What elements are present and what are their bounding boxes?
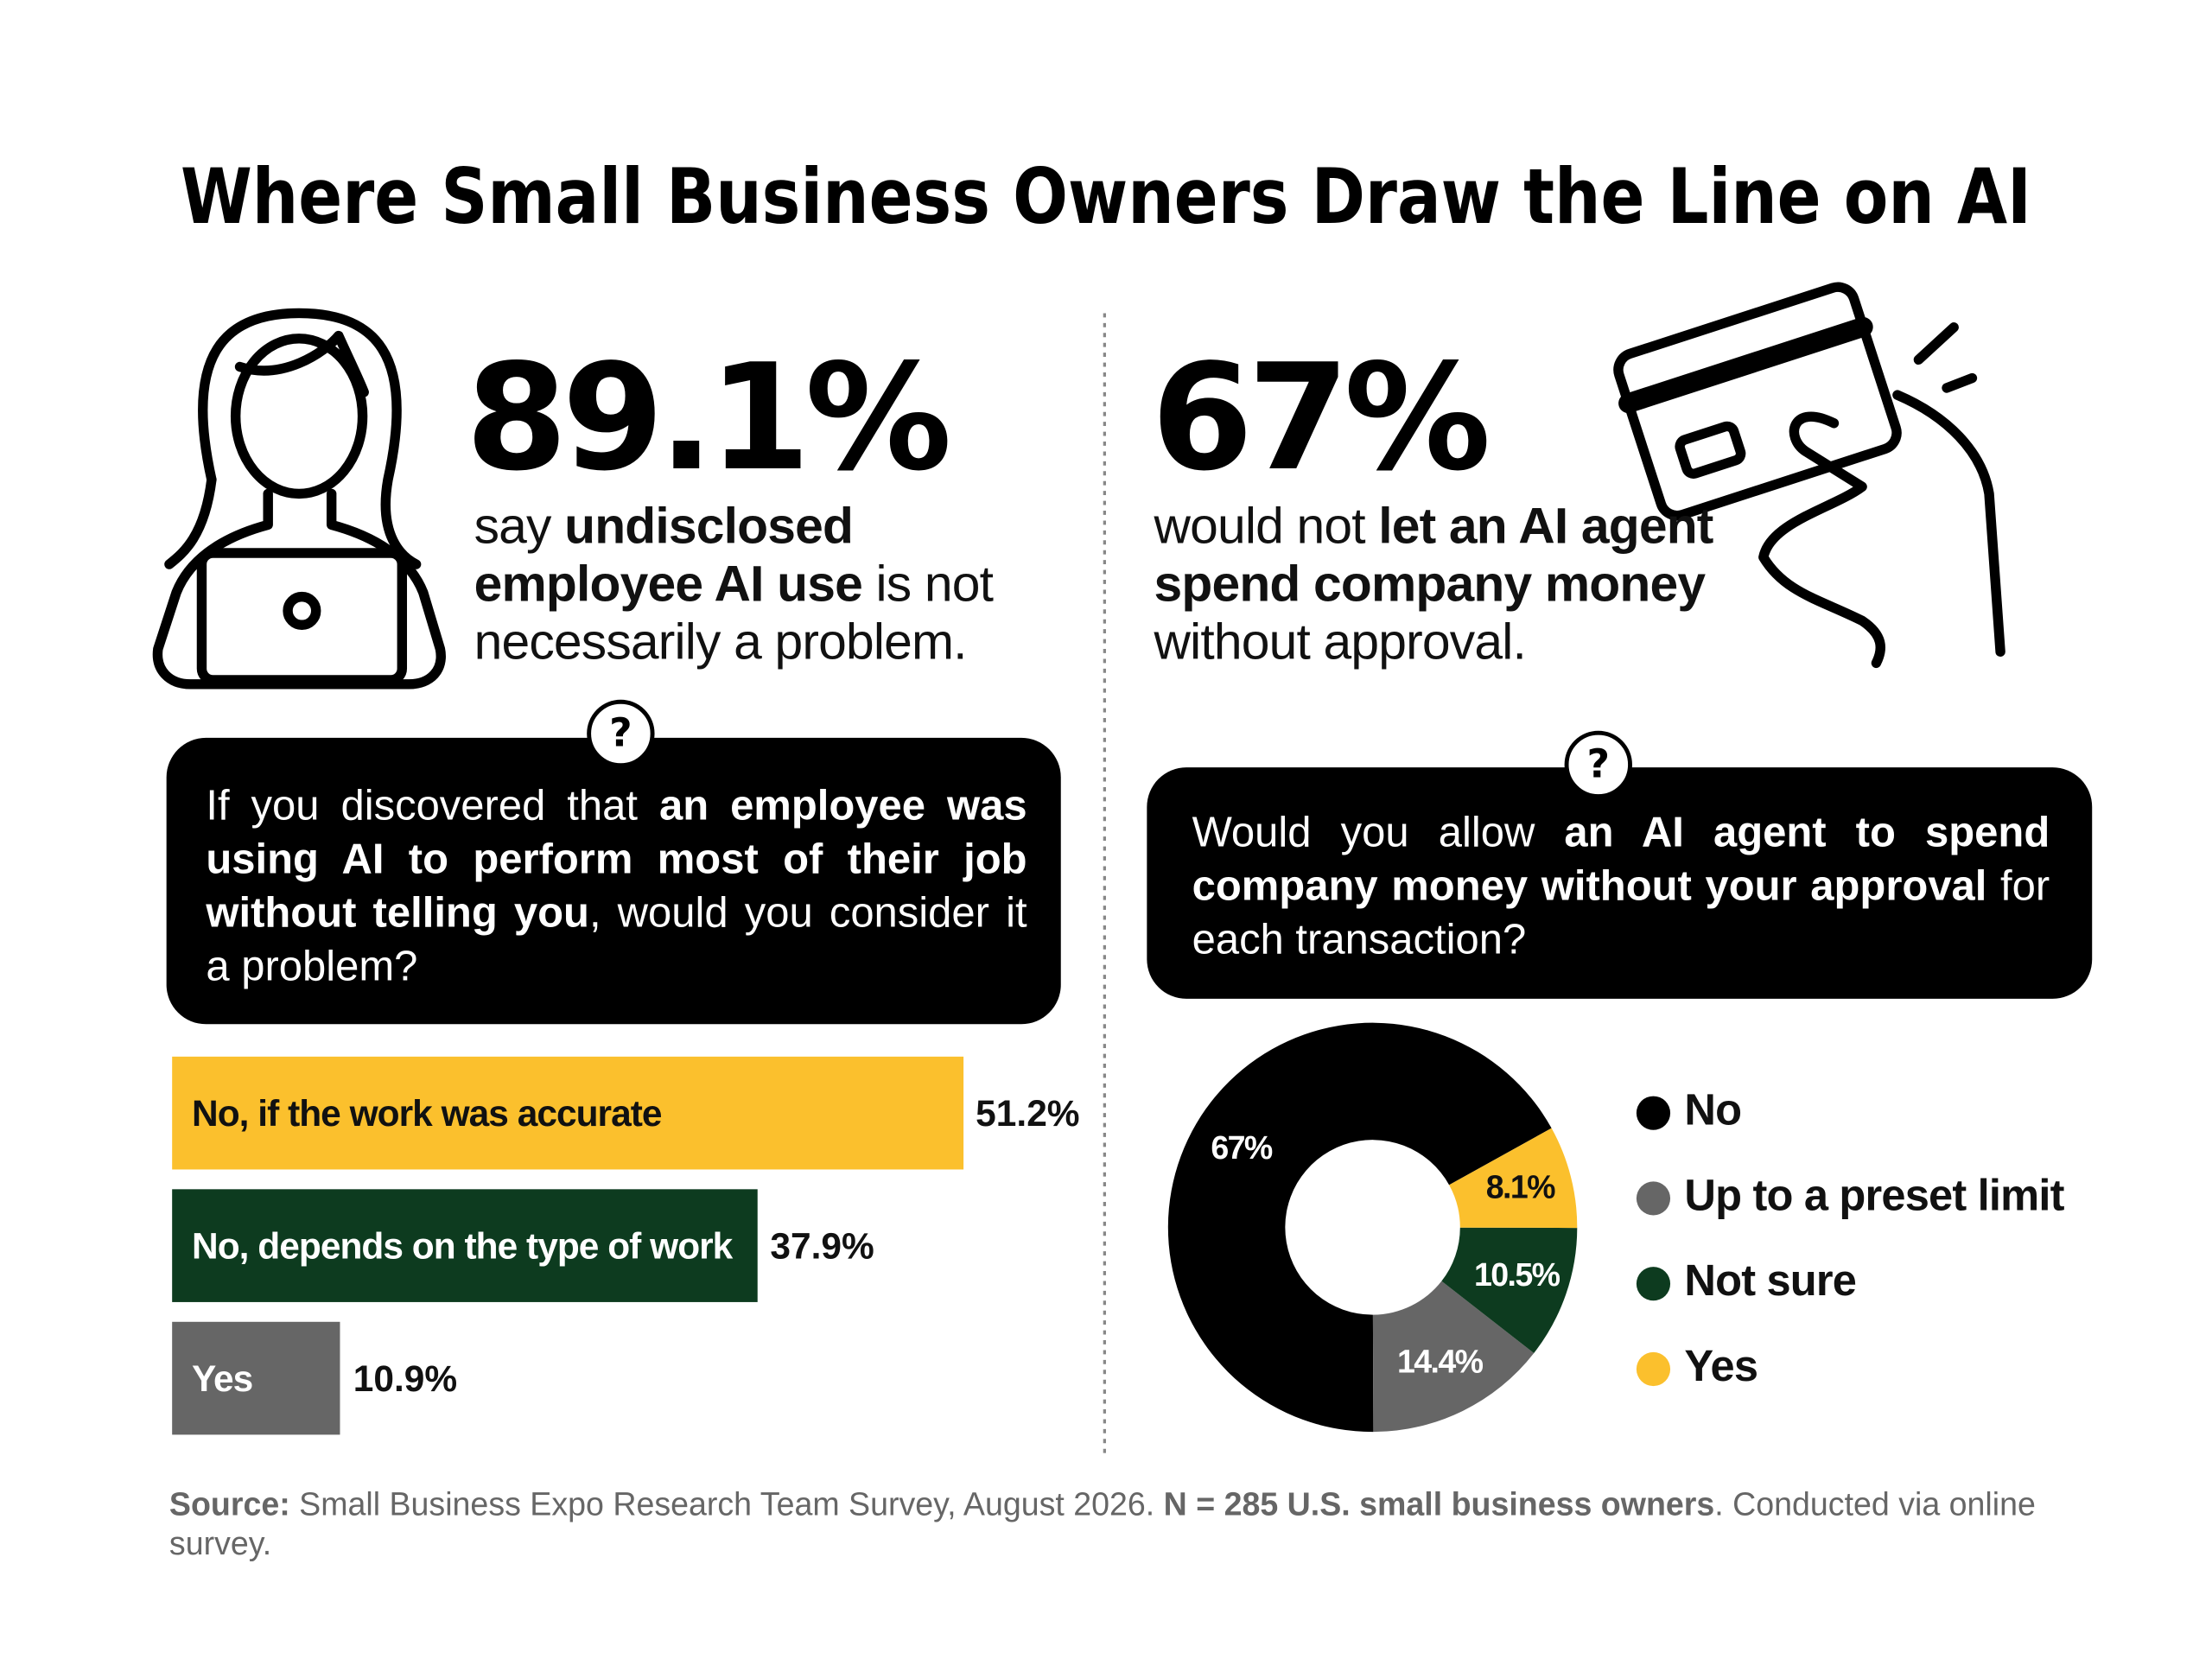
title: Where Small Business Owners Draw the Lin… bbox=[181, 152, 2031, 241]
bar-label: Yes bbox=[192, 1357, 253, 1400]
value-label: 14.4% bbox=[1397, 1344, 1484, 1380]
value-label: 10.5% bbox=[1474, 1256, 1560, 1293]
text: is not necessarily a problem. bbox=[474, 554, 994, 671]
bar-label: No, if the work was accurate bbox=[192, 1091, 662, 1135]
stat: 89.1% bbox=[465, 331, 952, 504]
text: N = 285 U.S. small business owners bbox=[1163, 1485, 1715, 1522]
text: , would you consider it a problem? bbox=[206, 890, 1027, 991]
legend-label: No bbox=[1684, 1085, 1741, 1135]
text: an AI agent to spend company money witho… bbox=[1192, 810, 2050, 911]
bar: Yes bbox=[172, 1321, 341, 1435]
legend-label: Up to a preset limit bbox=[1684, 1170, 2064, 1219]
donut-slice bbox=[1441, 1227, 1578, 1354]
donut-chart: 67% 14.4% 10.5% 8.1% No Up to a preset limit N… bbox=[1167, 1022, 2065, 1433]
card-icon bbox=[1613, 282, 2005, 669]
value-label: 37.9% bbox=[770, 1224, 874, 1268]
statement: say undisclosed employee AI use is not n… bbox=[474, 497, 1067, 671]
text: If you discovered that bbox=[206, 783, 659, 830]
text: Would you allow bbox=[1192, 810, 1565, 857]
legend-label: Not sure bbox=[1684, 1255, 1856, 1305]
legend-marker bbox=[1636, 1351, 1671, 1387]
bar: No, if the work was accurate bbox=[172, 1056, 963, 1170]
legend-marker bbox=[1636, 1181, 1671, 1216]
statement: would not let an AI agent spend company … bbox=[1154, 497, 1761, 671]
legend-marker bbox=[1636, 1267, 1671, 1301]
question-mark: ? bbox=[1564, 730, 1632, 799]
text: would not bbox=[1154, 496, 1379, 555]
text: for each transaction? bbox=[1192, 863, 2050, 964]
value-label: 10.9% bbox=[353, 1357, 458, 1400]
source: Source: Small Business Expo Research Tea… bbox=[169, 1484, 2088, 1563]
bar-chart: No, if the work was accurate 51.2% No, dep… bbox=[172, 1056, 1089, 1438]
bar-label: No, depends on the type of work bbox=[192, 1224, 733, 1268]
text: undisclosed employee AI use bbox=[474, 496, 863, 613]
donut-slice bbox=[1449, 1128, 1578, 1229]
text: Source: bbox=[168, 1485, 290, 1522]
value-label: 8.1% bbox=[1486, 1168, 1555, 1205]
text: Small Business Expo Research Team Survey… bbox=[289, 1485, 1164, 1522]
donut-slice bbox=[1372, 1281, 1535, 1433]
donut-slice bbox=[1167, 1022, 1552, 1433]
question-mark: ? bbox=[587, 699, 655, 768]
value-label: 67% bbox=[1211, 1129, 1272, 1166]
text: let an AI agent spend company money bbox=[1154, 496, 1714, 613]
legend-label: Yes bbox=[1684, 1341, 1758, 1390]
legend-marker bbox=[1636, 1096, 1671, 1130]
question-box: Would you allow an AI agent to spend com… bbox=[1147, 767, 2093, 999]
employee-icon bbox=[152, 308, 446, 690]
question-box: If you discovered that an employee was u… bbox=[166, 737, 1061, 1025]
text: without approval. bbox=[1154, 612, 1527, 671]
bar: No, depends on the type of work bbox=[172, 1189, 758, 1302]
text: . Conducted via online survey. bbox=[168, 1485, 2036, 1562]
value-label: 51.2% bbox=[976, 1091, 1080, 1135]
text: say bbox=[474, 496, 565, 555]
text: an employee was using AI to perform most… bbox=[206, 783, 1027, 938]
stat: 67% bbox=[1151, 331, 1491, 504]
